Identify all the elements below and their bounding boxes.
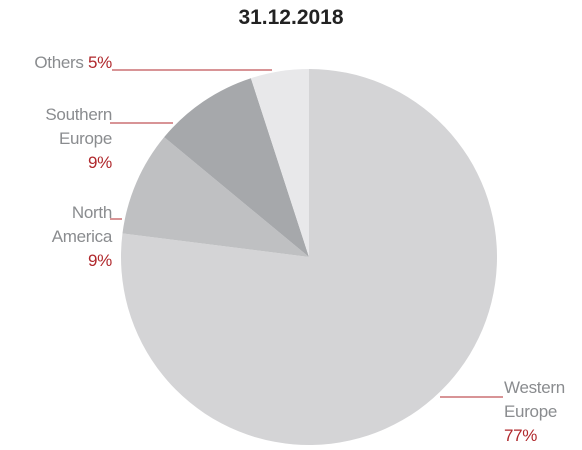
value-label: 9% xyxy=(88,251,112,270)
chart-title: 31.12.2018 xyxy=(238,6,344,29)
slice-label: Southern Europe 9% xyxy=(10,103,112,175)
category-label: Others xyxy=(34,53,84,72)
slice-label: Western Europe 77% xyxy=(504,376,579,448)
pie-slice xyxy=(250,69,309,257)
category-label: North America xyxy=(51,203,113,246)
pie-slice xyxy=(164,78,309,257)
value-label: 5% xyxy=(88,53,112,72)
slice-label: North America 9% xyxy=(20,201,113,273)
category-label: Southern Europe xyxy=(45,105,112,148)
pie-slice xyxy=(122,137,309,257)
slice-label: Others 5% xyxy=(0,51,112,75)
category-label: Western Europe xyxy=(504,378,565,421)
value-label: 77% xyxy=(504,426,538,445)
value-label: 9% xyxy=(88,153,112,172)
